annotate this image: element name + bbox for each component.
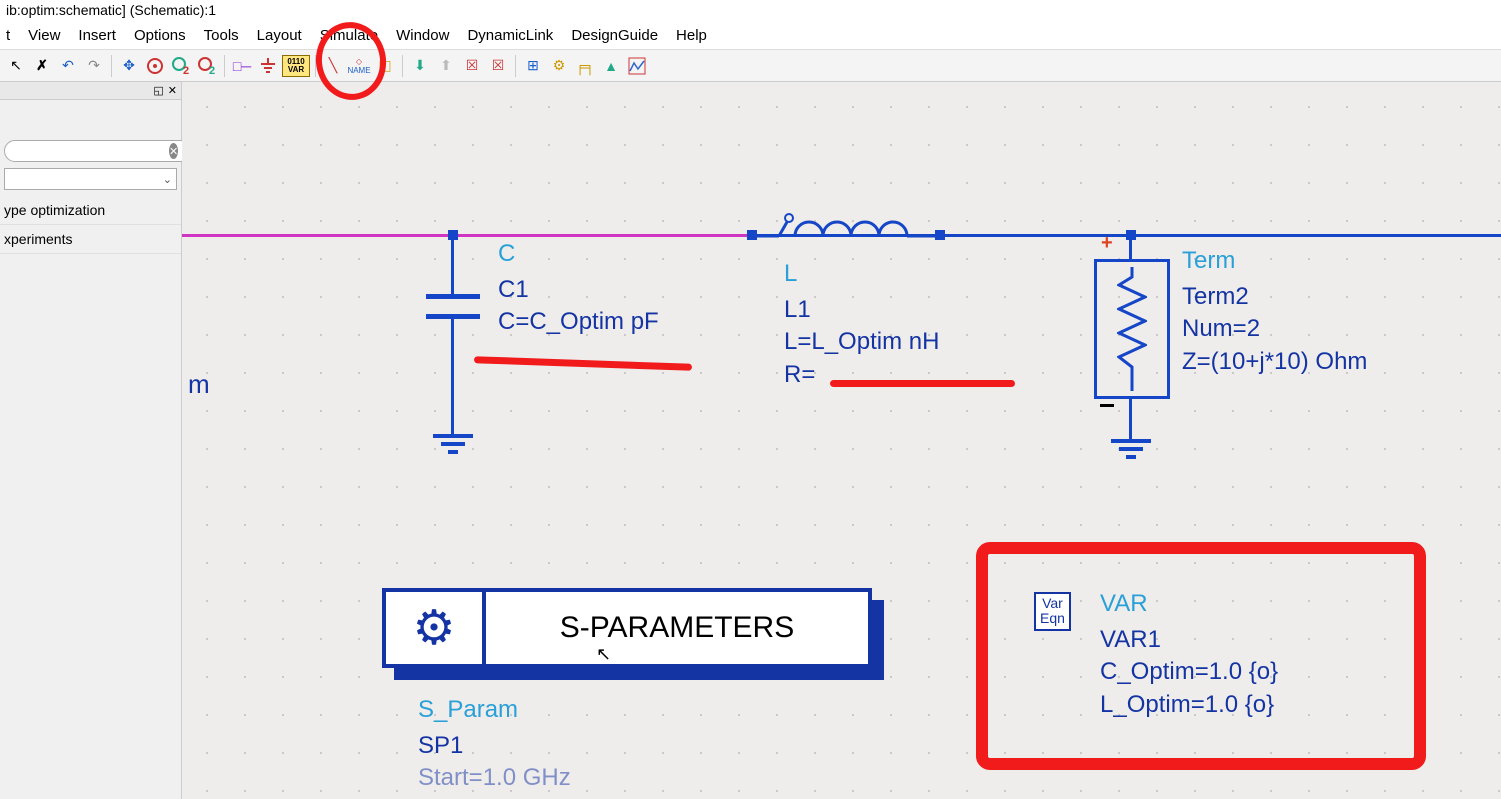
schematic-canvas[interactable]: m C C1 C=C_Optim pF L L1 L=L_Optim nH R (182, 82, 1501, 799)
category-combo[interactable]: ⌄ (4, 168, 177, 190)
sparam-text[interactable]: SP1 Start=1.0 GHz (418, 730, 571, 795)
ind-type: L (784, 260, 797, 288)
close-panel-icon[interactable]: ✕ (168, 84, 177, 97)
menu-insert[interactable]: Insert (78, 27, 116, 44)
sparam-box[interactable]: ⚙ S-PARAMETERS (382, 588, 872, 668)
ground-term (1111, 439, 1151, 463)
annotation-underline-cap (474, 356, 692, 371)
var-btn-bottom: VAR (288, 66, 304, 74)
inductor-svg-icon (757, 212, 937, 252)
pointer-icon[interactable]: ↖ (4, 54, 28, 78)
name-icon[interactable]: ◇ NAME (347, 54, 371, 78)
cap-plate-top (426, 294, 480, 299)
side-item-experiments[interactable]: xperiments (0, 225, 181, 254)
clear-search-icon[interactable]: ✕ (169, 143, 178, 159)
term-type: Term (1182, 247, 1235, 275)
ground-icon[interactable] (256, 54, 280, 78)
term-lead-top (1129, 234, 1132, 259)
target-svg-icon (145, 56, 165, 76)
side-panel: ◱ ✕ ✕ ▼ ⌄ ype optimization xperiments (0, 82, 182, 799)
menu-view[interactable]: View (28, 27, 60, 44)
term-text[interactable]: Term2 Num=2 Z=(10+j*10) Ohm (1182, 281, 1367, 378)
cancel-icon[interactable]: ✗ (30, 54, 54, 78)
zoom-minus-svg-icon: 2 (171, 56, 191, 76)
ground-svg-icon (258, 56, 278, 76)
zoom-plus-svg-icon: 2 (197, 56, 217, 76)
dock-icon[interactable]: ◱ (153, 84, 163, 97)
gear-large-icon: ⚙ (386, 592, 486, 664)
cap-text[interactable]: C1 C=C_Optim pF (498, 274, 659, 339)
delete1-icon[interactable]: ☒ (460, 54, 484, 78)
results-icon[interactable] (625, 54, 649, 78)
sparam-label: S-PARAMETERS (486, 592, 868, 664)
minus-icon (1100, 404, 1114, 407)
move-icon[interactable]: ✥ (117, 54, 141, 78)
side-item-optimization[interactable]: ype optimization (0, 196, 181, 225)
plus-icon: + (1101, 232, 1113, 255)
left-partial-label: m (188, 367, 210, 402)
delete2-icon[interactable]: ☒ (486, 54, 510, 78)
cap-lead-bot (451, 319, 454, 434)
wire-icon[interactable]: ╲ (321, 54, 345, 78)
term-lead-bot (1129, 399, 1132, 439)
cap-lead-top (451, 234, 454, 294)
svg-text:2: 2 (183, 65, 189, 76)
var-box-line1: Var (1040, 596, 1065, 611)
search-input[interactable] (4, 140, 191, 162)
menu-options[interactable]: Options (134, 27, 186, 44)
toolbar: ↖ ✗ ↶ ↷ ✥ 2 2 □─ 0110 VAR ╲ ◇ NAME ◫ ⬇ ⬆… (0, 50, 1501, 82)
node-ind-left[interactable] (747, 230, 757, 240)
zoom-minus-icon[interactable]: 2 (169, 54, 193, 78)
tree-up-icon[interactable]: ▲ (599, 54, 623, 78)
menu-designguide[interactable]: DesignGuide (571, 27, 658, 44)
results-svg-icon (628, 57, 646, 75)
var-button[interactable]: 0110 VAR (282, 55, 310, 77)
upload-icon[interactable]: ⬆ (434, 54, 458, 78)
var-text[interactable]: VAR1 C_Optim=1.0 {o} L_Optim=1.0 {o} (1100, 624, 1278, 721)
gear-icon[interactable]: ⚙ (547, 54, 571, 78)
tune-icon[interactable]: ╒╕ (573, 54, 597, 78)
menu-edit-partial[interactable]: t (6, 27, 10, 44)
var-eqn-box[interactable]: Var Eqn (1034, 592, 1071, 631)
menu-simulate[interactable]: Simulate (320, 27, 378, 44)
wire-selected[interactable] (182, 234, 752, 237)
ind-text[interactable]: L1 L=L_Optim nH R= (784, 294, 939, 391)
menu-help[interactable]: Help (676, 27, 707, 44)
redo-icon[interactable]: ↷ (82, 54, 106, 78)
var-type: VAR (1100, 590, 1148, 618)
zoom-plus-icon[interactable]: 2 (195, 54, 219, 78)
port-icon[interactable]: □─ (230, 54, 254, 78)
download-icon[interactable]: ⬇ (408, 54, 432, 78)
menu-layout[interactable]: Layout (257, 27, 302, 44)
cap-type: C (498, 240, 515, 268)
var-box-line2: Eqn (1040, 611, 1065, 626)
layers-icon[interactable]: ◫ (373, 54, 397, 78)
name-label: NAME (347, 66, 370, 75)
svg-text:2: 2 (209, 65, 215, 76)
sparam-type: S_Param (418, 696, 518, 724)
menu-dynamiclink[interactable]: DynamicLink (467, 27, 553, 44)
menu-window[interactable]: Window (396, 27, 449, 44)
undo-icon[interactable]: ↶ (56, 54, 80, 78)
window-title: ib:optim:schematic] (Schematic):1 (0, 0, 1501, 22)
inductor-symbol[interactable] (757, 212, 937, 255)
resistor-symbol (1117, 267, 1147, 394)
ground-cap (433, 434, 473, 458)
target-icon[interactable] (143, 54, 167, 78)
menu-bar: t View Insert Options Tools Layout Simul… (0, 22, 1501, 50)
grid-icon[interactable]: ⊞ (521, 54, 545, 78)
menu-tools[interactable]: Tools (204, 27, 239, 44)
